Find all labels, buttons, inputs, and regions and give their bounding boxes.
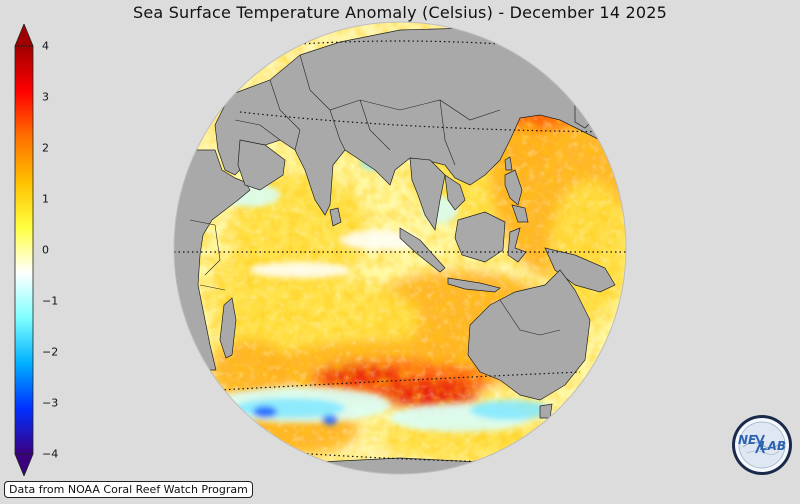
colorbar-top-arrow (14, 24, 34, 47)
cold-anomaly-region (253, 406, 277, 418)
graticule (174, 40, 626, 463)
land-polygon (219, 297, 237, 359)
country-borders (189, 54, 561, 336)
map-title: Sea Surface Temperature Anomaly (Celsius… (133, 3, 667, 22)
land-polygon (504, 156, 513, 171)
land-masses (174, 27, 626, 474)
land-polygon (467, 269, 591, 401)
country-border (269, 79, 301, 151)
land-polygon (329, 207, 342, 227)
colorbar: 4 3 2 1 0 −1 −2 −3 −4 (8, 24, 68, 476)
colorbar-tick-label: −2 (42, 345, 59, 359)
country-border (499, 299, 561, 336)
country-border (189, 219, 221, 276)
colorbar-tick-label: 2 (42, 141, 49, 155)
logo-text-right: LAB (760, 439, 786, 453)
cold-anomaly-region (250, 262, 350, 278)
country-border (299, 54, 501, 121)
land-polygon (409, 157, 446, 231)
latitude-line (239, 111, 621, 133)
country-border (199, 284, 226, 291)
latitude-line (219, 371, 581, 391)
country-border (329, 109, 346, 151)
country-border (359, 99, 391, 151)
land-polygon (447, 277, 501, 293)
land-polygon (444, 174, 466, 211)
nexlab-logo-icon: NE LAB (729, 413, 795, 477)
land-polygon (539, 403, 553, 419)
land-polygon (399, 227, 446, 273)
country-border (234, 119, 281, 141)
data-attribution: Data from NOAA Coral Reef Watch Program (4, 481, 253, 498)
colorbar-tick-label: −3 (42, 396, 59, 410)
logo-text-left: NE (738, 433, 757, 447)
colorbar-tick-label: 0 (42, 243, 49, 257)
cold-anomaly-region (322, 415, 338, 425)
colorbar-tick-label: −4 (42, 447, 59, 461)
colorbar-tick-label: 3 (42, 90, 49, 104)
latitude-line (299, 40, 501, 45)
colorbar-tick-label: −1 (42, 294, 59, 308)
cold-anomaly-region (470, 400, 550, 420)
land-polygon (237, 139, 286, 191)
country-border (439, 99, 456, 166)
colorbar-tick-label: 4 (42, 39, 49, 53)
colorbar-tick-label: 1 (42, 192, 49, 206)
land-polygon (454, 211, 506, 263)
colorbar-gradient (14, 45, 34, 455)
land-polygon (511, 204, 529, 223)
land-polygon (504, 169, 523, 206)
colorbar-bottom-arrow (14, 453, 34, 476)
cold-anomaly-region (235, 398, 345, 418)
globe-outline (173, 21, 627, 475)
land-polygon (574, 87, 606, 129)
